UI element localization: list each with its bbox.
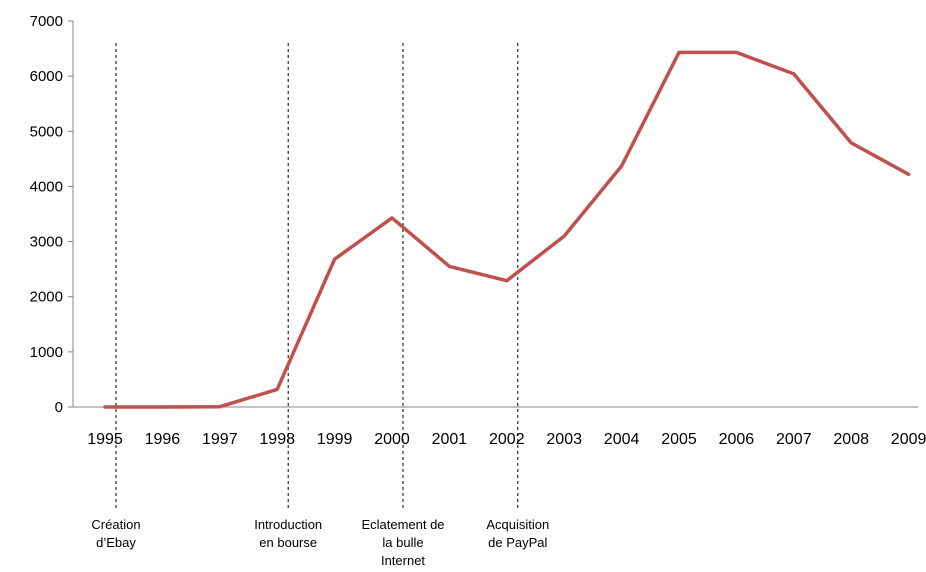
x-axis: 1995 1996 1997 1998 1999 2000 2001 2002 2003 2004… bbox=[73, 406, 926, 448]
annotation-label: d’Ebay bbox=[96, 535, 136, 550]
y-tick-label: 3000 bbox=[30, 234, 63, 251]
y-tick-label: 4000 bbox=[30, 178, 63, 195]
annotation-label: la bulle bbox=[382, 535, 423, 550]
x-tick-label: 2004 bbox=[604, 431, 640, 448]
y-tick-label: 6000 bbox=[30, 68, 63, 85]
annotation-label: Introduction bbox=[254, 517, 322, 532]
x-tick-label: 2001 bbox=[432, 431, 468, 448]
x-tick-label: 1997 bbox=[202, 431, 238, 448]
annotation-label: Création bbox=[91, 517, 140, 532]
y-tick-label: 2000 bbox=[30, 289, 63, 306]
x-tick-label: 1996 bbox=[145, 431, 181, 448]
x-tick-label: 2003 bbox=[546, 431, 582, 448]
series-line bbox=[103, 50, 911, 409]
annotation-label: Eclatement de bbox=[361, 517, 444, 532]
x-tick-label: 2009 bbox=[891, 431, 926, 448]
x-tick-label: 1998 bbox=[259, 431, 295, 448]
y-axis: 0 1000 2000 3000 4000 5000 6000 7000 bbox=[30, 13, 74, 416]
x-tick-label: 2002 bbox=[489, 431, 525, 448]
annotation-label: Acquisition bbox=[486, 517, 549, 532]
x-tick-label: 2007 bbox=[776, 431, 812, 448]
annotation-label: en bourse bbox=[259, 535, 317, 550]
annotation-label: de PayPal bbox=[488, 535, 547, 550]
y-tick-label: 1000 bbox=[30, 344, 63, 361]
y-tick-label: 7000 bbox=[30, 13, 63, 30]
y-tick-label: 0 bbox=[55, 399, 63, 416]
y-tick-label: 5000 bbox=[30, 123, 63, 140]
annotations: Création d’Ebay Introduction en bourse Eclat… bbox=[91, 43, 549, 568]
x-tick-label: 1995 bbox=[87, 431, 123, 448]
x-tick-label: 1999 bbox=[317, 431, 353, 448]
x-tick-label: 2005 bbox=[661, 431, 697, 448]
annotation-label: Internet bbox=[381, 553, 425, 568]
x-tick-label: 2006 bbox=[719, 431, 755, 448]
x-tick-label: 2008 bbox=[833, 431, 869, 448]
x-tick-label: 2000 bbox=[374, 431, 410, 448]
series bbox=[103, 50, 911, 409]
